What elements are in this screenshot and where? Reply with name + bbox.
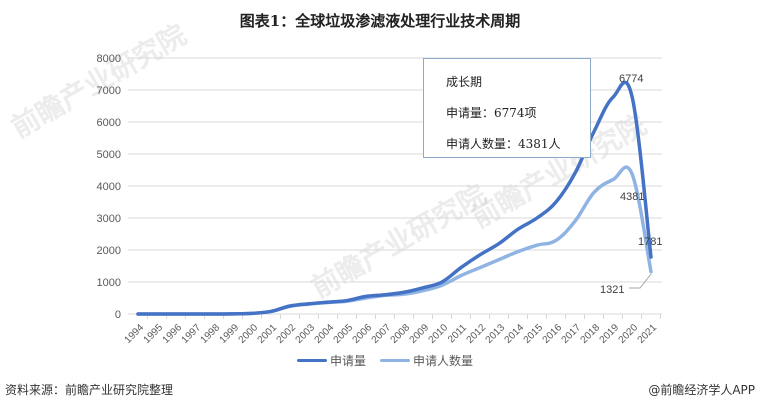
x-tick-label: 2012 — [465, 322, 489, 346]
x-tick-label: 2006 — [351, 322, 375, 346]
x-tick-label: 1994 — [123, 322, 147, 346]
annotation-applications: 申请量：6774项 — [446, 106, 537, 120]
x-tick-label: 1997 — [180, 322, 204, 346]
x-tick-label: 1999 — [218, 322, 242, 346]
legend-label-applicants: 申请人数量 — [413, 354, 474, 368]
legend-label-applications: 申请量 — [330, 354, 367, 368]
x-tick-label: 2001 — [256, 322, 280, 346]
x-tick-label: 2019 — [598, 322, 622, 346]
x-tick-label: 2018 — [579, 322, 603, 346]
legend-swatch-applicants — [380, 359, 411, 362]
x-tick-label: 2017 — [560, 322, 584, 346]
x-tick-label: 2002 — [275, 322, 299, 346]
y-tick-label: 0 — [115, 309, 121, 321]
source-note: 资料来源：前瞻产业研究院整理 — [5, 383, 174, 397]
y-tick-label: 8000 — [97, 53, 121, 65]
x-tick-label: 2008 — [389, 322, 413, 346]
x-tick-label: 2010 — [427, 322, 451, 346]
x-tick-label: 2020 — [617, 322, 641, 346]
x-tick-label: 1996 — [161, 322, 185, 346]
x-tick-label: 1995 — [142, 322, 166, 346]
annotation-applicants: 申请人数量：4381人 — [446, 137, 561, 151]
x-tick-label: 2011 — [446, 322, 469, 345]
y-tick-label: 2000 — [97, 245, 121, 257]
y-tick-label: 3000 — [97, 213, 121, 225]
legend-item-applications[interactable]: 申请量 — [297, 352, 366, 369]
leader-line — [629, 273, 652, 289]
x-tick-label: 2009 — [408, 322, 432, 346]
credit-note: @前瞻经济学人APP — [648, 383, 755, 397]
label-applications-peak: 6774 — [619, 73, 643, 85]
x-tick-label: 2015 — [522, 322, 546, 346]
y-tick-label: 5000 — [97, 149, 121, 161]
x-tick-label: 2004 — [313, 322, 337, 346]
legend-swatch-applications — [297, 359, 327, 362]
y-tick-label: 6000 — [97, 117, 121, 129]
series-applications-line — [136, 80, 653, 316]
label-applicants-peak: 4381 — [620, 191, 644, 203]
annotation-stage: 成长期 — [446, 75, 483, 89]
x-tick-label: 2013 — [484, 322, 508, 346]
annotation-box: 成长期 申请量：6774项 申请人数量：4381人 — [423, 58, 591, 158]
x-tick-label: 2007 — [370, 322, 394, 346]
chart-title: 图表1：全球垃圾渗滤液处理行业技术周期 — [239, 12, 521, 30]
x-tick-label: 1998 — [199, 322, 223, 346]
x-tick-label: 2005 — [332, 322, 356, 346]
y-tick-label: 1000 — [97, 277, 121, 289]
chart-legend: 申请量 申请人数量 — [297, 352, 473, 369]
label-applicants-last: 1321 — [600, 284, 624, 296]
label-applications-last: 1781 — [638, 236, 662, 248]
legend-item-applicants[interactable]: 申请人数量 — [380, 352, 473, 369]
y-tick-label: 7000 — [97, 85, 121, 97]
x-tick-label: 2014 — [503, 322, 527, 346]
x-tick-label: 2003 — [294, 322, 318, 346]
x-tick-label: 2000 — [237, 322, 261, 346]
y-tick-label: 4000 — [97, 181, 121, 193]
x-tick-label: 2021 — [636, 322, 660, 346]
x-tick-label: 2016 — [541, 322, 565, 346]
